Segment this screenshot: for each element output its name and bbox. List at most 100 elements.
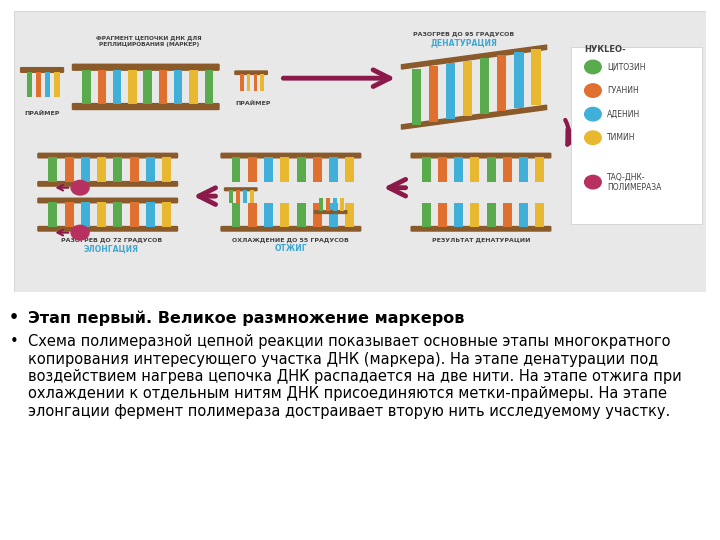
Bar (454, 202, 463, 227)
Bar (470, 202, 480, 227)
Bar (329, 202, 338, 227)
Bar (422, 202, 431, 227)
FancyBboxPatch shape (37, 198, 179, 204)
Bar (280, 157, 289, 181)
FancyBboxPatch shape (37, 181, 179, 187)
Bar (143, 70, 152, 104)
Bar (65, 202, 73, 227)
Bar (514, 52, 523, 82)
Text: ЭЛОНГАЦИЯ: ЭЛОНГАЦИЯ (84, 244, 139, 253)
Bar (264, 157, 273, 181)
Bar (531, 75, 541, 105)
FancyBboxPatch shape (72, 103, 220, 110)
Text: РЕЗУЛЬТАТ ДЕНАТУРАЦИИ: РЕЗУЛЬТАТ ДЕНАТУРАЦИИ (432, 238, 530, 244)
Bar (319, 198, 323, 211)
Bar (463, 60, 472, 91)
Bar (250, 190, 254, 203)
Bar (480, 58, 490, 88)
Bar (189, 70, 198, 104)
Bar (297, 157, 305, 181)
Bar (232, 202, 240, 227)
Bar (248, 202, 257, 227)
Bar (412, 69, 421, 99)
Bar (82, 70, 91, 104)
Bar (470, 157, 480, 181)
Bar (497, 81, 506, 111)
Bar (438, 157, 447, 181)
Bar (247, 74, 251, 91)
Bar (65, 157, 73, 182)
Circle shape (585, 107, 601, 121)
FancyBboxPatch shape (37, 226, 179, 232)
Text: РАЗОГРЕВ ДО 72 ГРАДУСОВ: РАЗОГРЕВ ДО 72 ГРАДУСОВ (60, 238, 162, 244)
Bar (333, 198, 337, 211)
Polygon shape (402, 45, 546, 69)
Bar (81, 202, 90, 227)
Bar (232, 157, 240, 181)
Bar (36, 72, 41, 97)
Bar (329, 157, 338, 181)
Text: ОТЖИГ: ОТЖИГ (274, 244, 307, 253)
Bar (487, 157, 495, 181)
Text: Схема полимеразной цепной реакции показывает основные этапы многократного копиро: Схема полимеразной цепной реакции показы… (28, 334, 682, 419)
Bar (27, 72, 32, 97)
Bar (240, 74, 243, 91)
Bar (438, 202, 447, 227)
Bar (114, 202, 122, 227)
Bar (480, 84, 490, 113)
Text: •: • (9, 310, 19, 325)
Bar (280, 202, 289, 227)
FancyBboxPatch shape (220, 226, 361, 232)
Bar (146, 202, 155, 227)
Bar (48, 157, 58, 182)
Bar (412, 95, 421, 125)
FancyBboxPatch shape (37, 153, 179, 159)
Bar (326, 198, 330, 211)
Text: •: • (9, 334, 19, 349)
Bar (454, 157, 463, 181)
Text: РАЗОГРЕВ ДО 95 ГРАДУСОВ: РАЗОГРЕВ ДО 95 ГРАДУСОВ (413, 32, 514, 37)
Polygon shape (402, 105, 546, 129)
Bar (487, 202, 495, 227)
Bar (98, 70, 106, 104)
Bar (446, 63, 455, 93)
Circle shape (585, 131, 601, 145)
Bar (204, 70, 213, 104)
Text: НУКLEO-: НУКLEO- (585, 45, 626, 54)
FancyBboxPatch shape (410, 226, 552, 232)
Text: ТАQ-ДНК-
ПОЛИМЕРАЗА: ТАQ-ДНК- ПОЛИМЕРАЗА (607, 172, 661, 192)
FancyBboxPatch shape (220, 153, 361, 159)
Text: Этап первый. Великое размножение маркеров: Этап первый. Великое размножение маркеро… (28, 310, 464, 326)
Bar (297, 202, 305, 227)
Bar (243, 190, 247, 203)
Bar (463, 86, 472, 117)
Bar (146, 157, 155, 182)
Bar (162, 202, 171, 227)
Bar (536, 157, 544, 181)
Bar (158, 70, 167, 104)
Bar (97, 202, 106, 227)
Bar (81, 157, 90, 182)
Circle shape (71, 225, 89, 240)
Circle shape (585, 84, 601, 97)
Bar (497, 55, 506, 85)
Bar (130, 157, 139, 182)
FancyBboxPatch shape (234, 70, 268, 75)
Bar (130, 202, 139, 227)
Bar (162, 157, 171, 182)
Bar (253, 74, 257, 91)
Circle shape (585, 176, 601, 189)
Bar (248, 157, 257, 181)
Bar (571, 48, 702, 224)
Bar (236, 190, 240, 203)
Bar (48, 202, 58, 227)
Bar (114, 157, 122, 182)
Bar (264, 202, 273, 227)
Bar (312, 202, 322, 227)
Bar (346, 157, 354, 181)
Text: ОХЛАЖДЕНИЕ ДО 55 ГРАДУСОВ: ОХЛАЖДЕНИЕ ДО 55 ГРАДУСОВ (233, 238, 349, 244)
Circle shape (71, 180, 89, 195)
Text: ПРАЙМЕР: ПРАЙМЕР (24, 111, 60, 116)
Bar (230, 190, 233, 203)
Bar (429, 92, 438, 122)
